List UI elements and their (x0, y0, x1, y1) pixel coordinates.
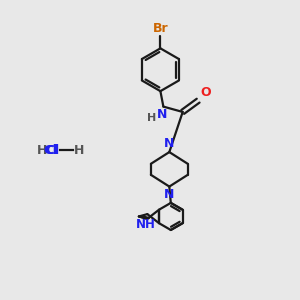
Text: H: H (148, 113, 157, 123)
Text: N: N (164, 188, 175, 201)
Text: H: H (74, 143, 85, 157)
Text: O: O (200, 86, 211, 99)
Text: Cl: Cl (44, 143, 58, 157)
Text: N: N (157, 108, 167, 121)
Text: H: H (37, 143, 47, 157)
Text: N: N (164, 137, 175, 150)
Text: Cl: Cl (45, 143, 59, 157)
Text: Br: Br (153, 22, 168, 35)
Text: NH: NH (136, 218, 156, 231)
